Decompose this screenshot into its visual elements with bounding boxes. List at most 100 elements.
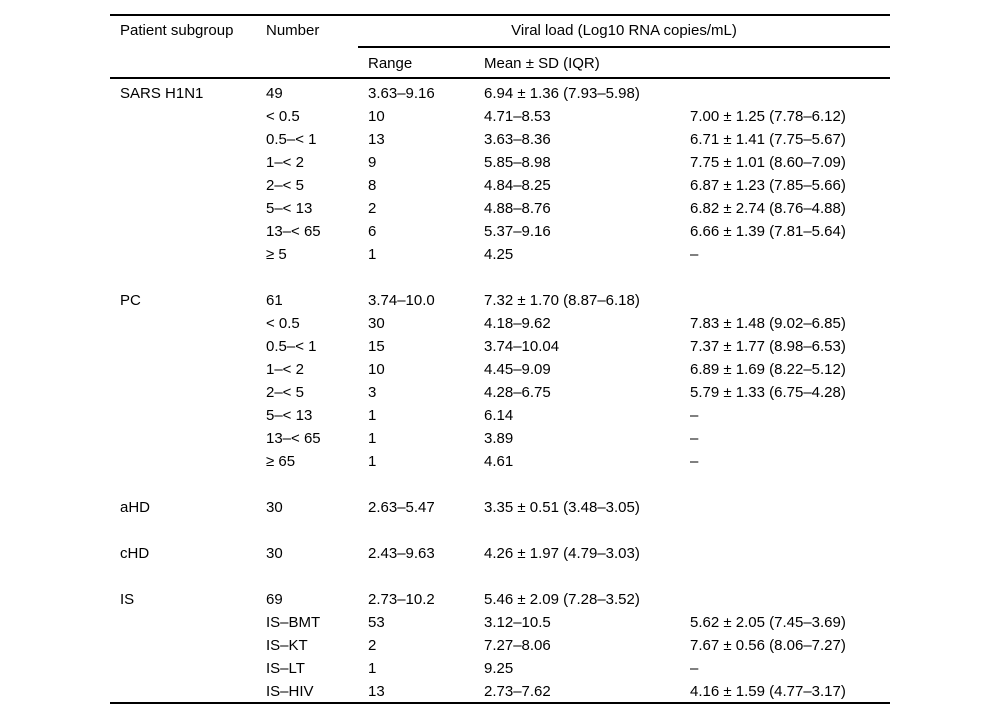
table-cell: 3.74–10.04	[484, 338, 560, 355]
table-row: ≥ 65 1 4.61 –	[120, 450, 890, 473]
table-cell: 4.71–8.53	[484, 108, 551, 125]
table-row: IS–LT 1 9.25 –	[120, 657, 890, 680]
table-top-rule	[110, 14, 890, 16]
table-cell: 2	[368, 200, 377, 217]
spacer-cell	[120, 565, 890, 588]
table-row: 1–< 2 9 5.85–8.98 7.75 ± 1.01 (8.60–7.09)	[120, 151, 890, 174]
table-cell: 13–< 65	[266, 430, 321, 447]
table-cell: 13	[368, 131, 385, 148]
table-cell: 6	[368, 223, 377, 240]
table-cell: 15	[368, 338, 385, 355]
table-row: SARS H1N1 49 3.63–9.16 6.94 ± 1.36 (7.93–5.…	[120, 82, 890, 105]
table-row: 2–< 5 8 4.84–8.25 6.87 ± 1.23 (7.85–5.66)	[120, 174, 890, 197]
table-row: IS–BMT 53 3.12–10.5 5.62 ± 2.05 (7.45–3.69)	[120, 611, 890, 634]
spacer-row	[120, 565, 890, 588]
table-cell	[120, 634, 266, 657]
table-row: IS–KT 2 7.27–8.06 7.67 ± 0.56 (8.06–7.27)	[120, 634, 890, 657]
table-cell: –	[690, 246, 699, 263]
table-cell: IS–KT	[266, 637, 308, 654]
table-cell	[120, 358, 266, 381]
table-cell: 49	[266, 85, 283, 102]
table-cell	[690, 496, 890, 519]
table-cell: 3.63–9.16	[368, 85, 435, 102]
table-row: 0.5–< 1 15 3.74–10.04 7.37 ± 1.77 (8.98–6.5…	[120, 335, 890, 358]
table-cell	[690, 289, 890, 312]
spacer-row	[120, 473, 890, 496]
table-row: aHD 30 2.63–5.47 3.35 ± 0.51 (3.48–3.05)	[120, 496, 890, 519]
table-row: 1–< 2 10 4.45–9.09 6.89 ± 1.69 (8.22–5.12)	[120, 358, 890, 381]
table-cell: 5.46 ± 2.09 (7.28–3.52)	[484, 591, 640, 608]
table-row: < 0.5 30 4.18–9.62 7.83 ± 1.48 (9.02–6.85)	[120, 312, 890, 335]
table-cell	[120, 657, 266, 680]
table-cell: 2.73–7.62	[484, 683, 551, 700]
table-cell: 10	[368, 108, 385, 125]
table-cell: 9	[368, 154, 377, 171]
column-header-patient-subgroup: Patient subgroup	[120, 22, 234, 39]
table-cell: –	[690, 453, 699, 470]
table-cell: 7.27–8.06	[484, 637, 551, 654]
table-cell: 8	[368, 177, 377, 194]
table-cell: 9.25	[484, 660, 514, 677]
table-cell: 4.45–9.09	[484, 361, 551, 378]
table-cell: 5.85–8.98	[484, 154, 551, 171]
table-cell: SARS H1N1	[120, 85, 204, 102]
table-cell: 4.16 ± 1.59 (4.77–3.17)	[690, 683, 846, 700]
table-row: PC 61 3.74–10.0 7.32 ± 1.70 (8.87–6.18)	[120, 289, 890, 312]
table-cell	[690, 542, 890, 565]
table-cell: 30	[368, 315, 385, 332]
table-cell: 1–< 2	[266, 154, 304, 171]
table-cell: 69	[266, 591, 283, 608]
table-cell: 6.89 ± 1.69 (8.22–5.12)	[690, 361, 846, 378]
table-cell: 5.79 ± 1.33 (6.75–4.28)	[690, 384, 846, 401]
table-cell: 2.73–10.2	[368, 591, 435, 608]
table-cell: 5.37–9.16	[484, 223, 551, 240]
table-cell	[120, 680, 266, 703]
table-cell: 1	[368, 246, 377, 263]
spacer-cell	[120, 266, 890, 289]
table-cell: 2	[368, 637, 377, 654]
table-cell: aHD	[120, 499, 151, 516]
table-cell: 0.5–< 1	[266, 131, 317, 148]
table-cell	[120, 381, 266, 404]
table-cell: 13–< 65	[266, 223, 321, 240]
table-cell: ≥ 65	[266, 453, 296, 470]
table-cell: 7.67 ± 0.56 (8.06–7.27)	[690, 637, 846, 654]
table-cell: 6.66 ± 1.39 (7.81–5.64)	[690, 223, 846, 240]
table-row: IS–HIV 13 2.73–7.62 4.16 ± 1.59 (4.77–3.17)	[120, 680, 890, 703]
column-header-range: Range	[368, 55, 413, 72]
table-bottom-rule	[110, 701, 890, 704]
table-cell	[120, 243, 266, 266]
table-cell: 10	[368, 361, 385, 378]
table-cell	[120, 312, 266, 335]
table-cell: 4.61	[484, 453, 514, 470]
table-cell	[690, 588, 890, 611]
table-cell: 2.63–5.47	[368, 499, 435, 516]
table-cell: 5–< 13	[266, 200, 313, 217]
table-cell: 4.88–8.76	[484, 200, 551, 217]
table-cell: 3.12–10.5	[484, 614, 551, 631]
table-cell: 2.43–9.63	[368, 545, 435, 562]
table-cell: 4.26 ± 1.97 (4.79–3.03)	[484, 545, 640, 562]
spacer-row	[120, 519, 890, 542]
table-cell: 0.5–< 1	[266, 338, 317, 355]
table-cell: cHD	[120, 545, 150, 562]
table-cell: –	[690, 660, 699, 677]
table-cell: < 0.5	[266, 108, 300, 125]
table-cell: 1	[368, 407, 377, 424]
table-cell: 1	[368, 430, 377, 447]
table-cell	[120, 174, 266, 197]
spacer-cell	[120, 519, 890, 542]
table-row: 2–< 5 3 4.28–6.75 5.79 ± 1.33 (6.75–4.28)	[120, 381, 890, 404]
table-cell: 3	[368, 384, 377, 401]
table-cell: 2–< 5	[266, 177, 304, 194]
viral-load-spanner-rule	[358, 46, 890, 48]
table-cell: 1–< 2	[266, 361, 304, 378]
table-cell	[120, 427, 266, 450]
table-cell: –	[690, 430, 699, 447]
table-cell: 5.62 ± 2.05 (7.45–3.69)	[690, 614, 846, 631]
table-cell	[690, 82, 890, 105]
table-body: SARS H1N1 49 3.63–9.16 6.94 ± 1.36 (7.93–5.…	[120, 82, 890, 703]
table-cell: 4.18–9.62	[484, 315, 551, 332]
table-cell: 13	[368, 683, 385, 700]
spacer-cell	[120, 473, 890, 496]
